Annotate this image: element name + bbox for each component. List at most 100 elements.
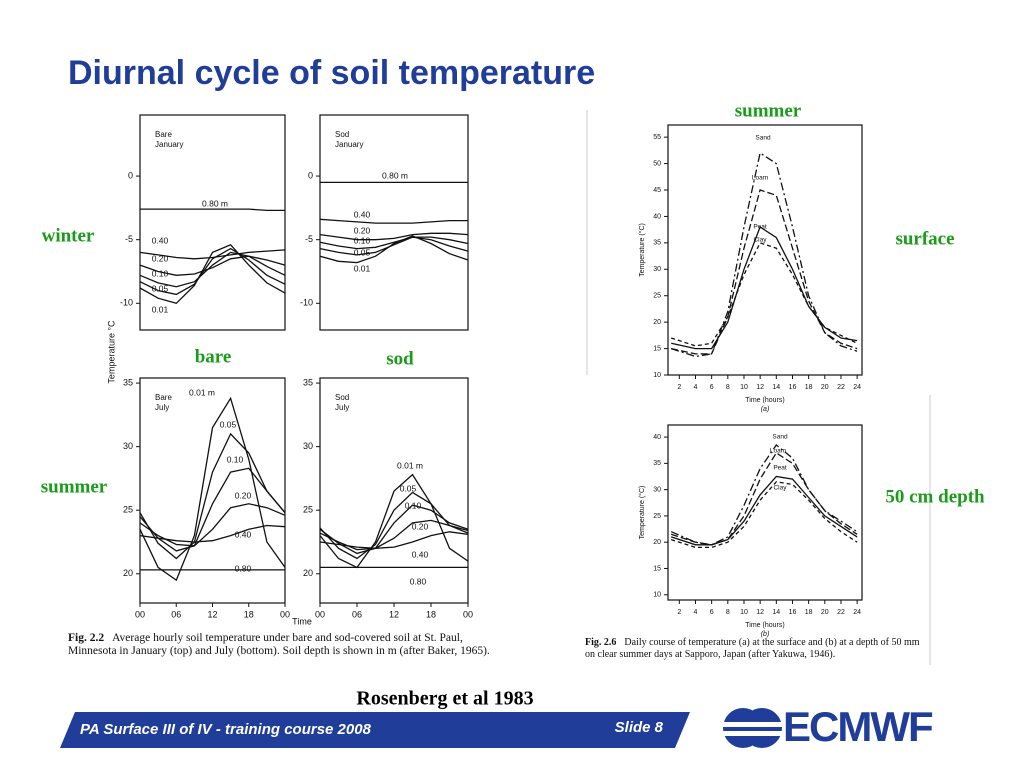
panel-label: January <box>335 140 363 149</box>
y-axis-label: Temperature (°C) <box>638 486 646 540</box>
panel-label: Bare <box>155 393 172 402</box>
curve-label: 0.20 <box>354 225 371 235</box>
y-tick-label: 55 <box>653 134 661 141</box>
curve-label: 0.10 <box>227 454 244 464</box>
footer-bar <box>60 712 690 748</box>
x-tick-label: 00 <box>315 609 325 619</box>
curve <box>670 475 858 546</box>
x-tick-label: 20 <box>821 609 829 616</box>
logo-text: ECMWF <box>783 703 933 750</box>
panel-label: Sod <box>335 393 349 402</box>
panel-frame <box>139 114 286 331</box>
y-tick-label: 10 <box>653 372 661 379</box>
curve-label: 0.10 <box>354 235 371 245</box>
curve-label: 0.10 <box>405 500 422 510</box>
y-tick-label: 30 <box>653 266 661 273</box>
curve-label: 0.01 m <box>189 387 215 397</box>
curve <box>139 247 286 296</box>
y-axis-label: Temperature (°C) <box>638 223 646 277</box>
x-tick-label: 14 <box>772 609 780 616</box>
annotation: surface <box>895 228 954 249</box>
x-tick-label: 22 <box>837 609 845 616</box>
curve <box>670 242 858 347</box>
curve-label: Peat <box>773 465 787 472</box>
x-tick-label: 8 <box>726 384 730 391</box>
curve <box>670 451 858 546</box>
panel-tag: (b) <box>761 631 770 638</box>
y-tick-label: 20 <box>123 568 133 578</box>
curve-label: Loam <box>770 448 786 455</box>
x-tick-label: 24 <box>853 609 861 616</box>
y-tick-label: -5 <box>305 234 313 244</box>
caption: Fig. 2.2 Average hourly soil temperature … <box>68 632 504 658</box>
y-tick-label: 20 <box>653 319 661 326</box>
x-tick-label: 12 <box>756 609 764 616</box>
y-tick-label: -10 <box>120 298 133 308</box>
y-tick-label: -10 <box>300 298 313 308</box>
y-tick-label: 10 <box>653 592 661 599</box>
y-tick-label: 20 <box>653 539 661 546</box>
annotation: bare <box>195 346 232 367</box>
caption: Fig. 2.6 Daily course of temperature (a) … <box>585 637 930 661</box>
curve <box>139 255 286 276</box>
y-tick-label: 20 <box>303 568 313 578</box>
curve-label: 0.01 m <box>397 460 423 470</box>
x-axis-label: Time <box>292 616 312 626</box>
curve-label: Clay <box>773 485 787 492</box>
curve-label: 0.80 m <box>382 170 408 180</box>
caption-text: Average hourly soil temperature under ba… <box>68 632 490 657</box>
x-tick-label: 18 <box>805 384 813 391</box>
x-tick-label: 18 <box>244 609 254 619</box>
curve <box>139 249 286 260</box>
curve <box>671 226 858 350</box>
y-tick-label: 35 <box>123 377 133 387</box>
curve-label: 0.80 m <box>202 198 228 208</box>
x-tick-label: 20 <box>821 384 829 391</box>
annotation: winter <box>42 225 95 246</box>
curve <box>140 208 285 212</box>
y-tick-label: 35 <box>303 377 313 387</box>
curve-label: 0.40 <box>235 529 252 539</box>
x-tick-label: 00 <box>463 609 473 619</box>
x-tick-label: 4 <box>694 384 698 391</box>
x-tick-label: 12 <box>207 609 217 619</box>
curve-label: 0.05 <box>220 419 237 429</box>
logo-emblem <box>722 708 782 748</box>
y-tick-label: 25 <box>653 293 661 300</box>
x-tick-label: 6 <box>710 384 714 391</box>
y-tick-label: 15 <box>653 565 661 572</box>
curve-label: 0.80 <box>235 563 252 573</box>
curve-label: Sand <box>755 135 771 142</box>
caption-number: Fig. 2.2 <box>68 632 105 644</box>
curve <box>139 467 286 552</box>
x-axis-label: Time (hours) <box>745 397 784 404</box>
y-tick-label: 25 <box>123 505 133 515</box>
curve-label: Loam <box>752 175 768 182</box>
curve-label: 0.20 <box>235 490 252 500</box>
curve-label: 0.05 <box>400 483 417 493</box>
x-tick-label: 2 <box>677 384 681 391</box>
y-tick-label: 25 <box>653 513 661 520</box>
curve <box>139 432 286 560</box>
curve <box>319 519 469 551</box>
curve <box>319 232 469 241</box>
x-tick-label: 4 <box>694 609 698 616</box>
x-tick-label: 6 <box>710 609 714 616</box>
y-axis-label: Temperature °C <box>106 320 116 384</box>
curve <box>319 473 469 569</box>
x-tick-label: 06 <box>352 609 362 619</box>
y-tick-label: 30 <box>123 441 133 451</box>
curve <box>319 236 469 256</box>
curve <box>319 235 469 264</box>
x-axis-label: Time (hours) <box>745 622 784 629</box>
x-tick-label: 12 <box>389 609 399 619</box>
panel-label: Sod <box>335 130 349 139</box>
curve-label: Clay <box>753 237 767 244</box>
x-tick-label: 10 <box>740 609 748 616</box>
panel-label: January <box>155 140 183 149</box>
curve-label: Peat <box>753 224 767 231</box>
curve-label: 0.40 <box>354 209 371 219</box>
curve <box>139 503 286 547</box>
annotation: summer <box>41 476 108 497</box>
